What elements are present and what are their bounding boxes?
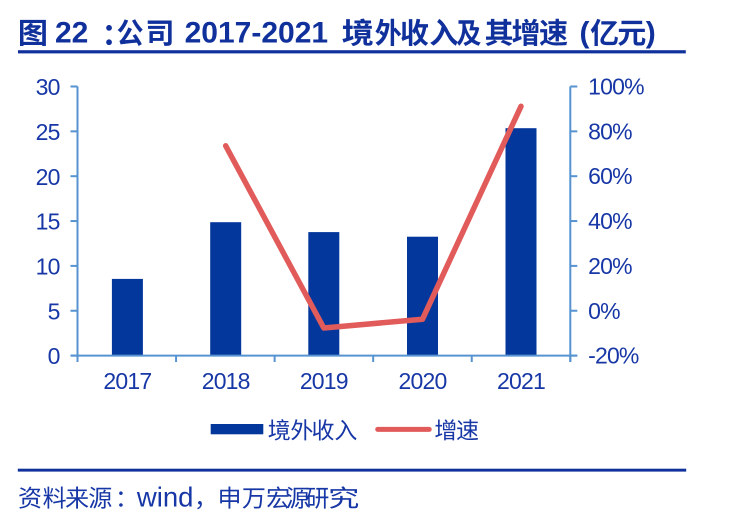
svg-text:): ): [646, 17, 656, 50]
svg-text:wind: wind: [136, 481, 194, 512]
svg-text:(: (: [580, 17, 590, 50]
svg-text:30: 30: [36, 74, 60, 100]
svg-text:20%: 20%: [588, 253, 632, 279]
svg-text:40%: 40%: [588, 208, 632, 234]
svg-text:15: 15: [36, 209, 60, 235]
svg-text:2018: 2018: [202, 368, 250, 394]
svg-text:100%: 100%: [588, 74, 644, 100]
svg-text:80%: 80%: [588, 118, 632, 144]
svg-text:0: 0: [48, 343, 60, 369]
svg-text:2017: 2017: [103, 368, 151, 394]
svg-text:10: 10: [36, 253, 60, 279]
svg-text:0%: 0%: [588, 298, 620, 324]
svg-text:2017-2021: 2017-2021: [185, 17, 328, 50]
svg-text:25: 25: [36, 119, 60, 145]
svg-text:2021: 2021: [497, 368, 545, 394]
svg-text:-20%: -20%: [588, 343, 639, 369]
svg-text:22: 22: [55, 17, 88, 50]
svg-text:60%: 60%: [588, 163, 632, 189]
svg-text:5: 5: [48, 298, 60, 324]
svg-text:20: 20: [36, 164, 60, 190]
svg-text:2019: 2019: [300, 368, 348, 394]
svg-text:2020: 2020: [399, 368, 447, 394]
